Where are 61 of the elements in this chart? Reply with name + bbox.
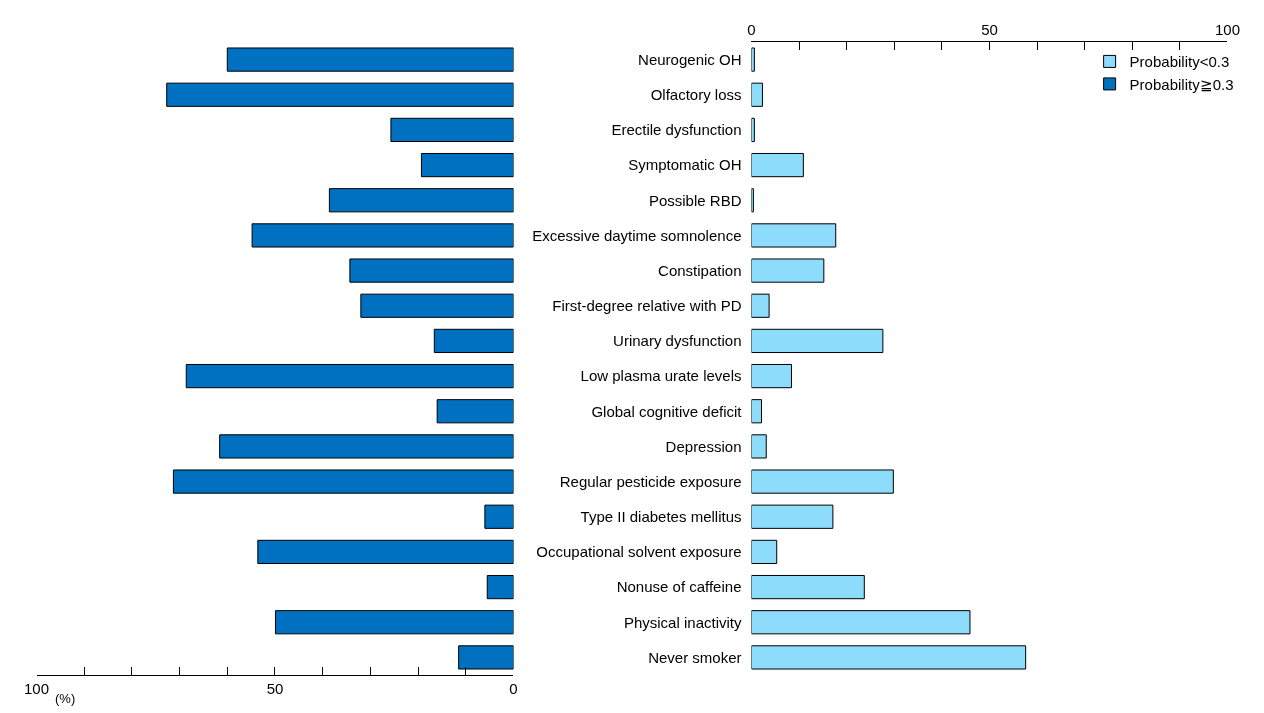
bar bbox=[484, 504, 514, 529]
bar bbox=[420, 152, 514, 178]
y-tick-label: Olfactory loss bbox=[650, 86, 742, 103]
y-tick-label: Regular pesticide exposure bbox=[559, 472, 742, 490]
bar bbox=[251, 223, 514, 248]
bar bbox=[751, 82, 763, 107]
x2-tick-label: 100 bbox=[1214, 21, 1241, 38]
bar bbox=[226, 47, 514, 72]
y-tick-label: Global cognitive deficit bbox=[591, 402, 743, 420]
y-tick-label: Never smoker bbox=[648, 648, 742, 666]
bar bbox=[436, 399, 514, 424]
y-tick-label: Occupational solvent exposure bbox=[536, 543, 742, 561]
y-tick-label: Type II diabetes mellitus bbox=[580, 508, 742, 525]
bar bbox=[751, 434, 767, 459]
bar bbox=[274, 610, 514, 635]
bar bbox=[751, 539, 778, 565]
x-tick-label: 100 bbox=[23, 680, 50, 697]
bar bbox=[360, 293, 514, 318]
y-tick-label: Physical inactivity bbox=[623, 613, 742, 631]
bar bbox=[328, 188, 514, 213]
legend-label: Probability≧0.3 bbox=[1129, 75, 1234, 93]
y-tick-label: Nonuse of caffeine bbox=[616, 578, 742, 596]
bar bbox=[751, 117, 755, 143]
bar bbox=[257, 539, 514, 565]
bar bbox=[751, 469, 894, 494]
bar bbox=[172, 469, 514, 494]
bar bbox=[349, 258, 514, 283]
bar bbox=[751, 610, 971, 635]
bar bbox=[433, 328, 514, 354]
bar bbox=[751, 399, 762, 424]
bar bbox=[166, 82, 514, 107]
y-tick-label: Neurogenic OH bbox=[638, 50, 742, 68]
bar bbox=[751, 328, 884, 354]
x-tick-label: 50 bbox=[266, 680, 284, 697]
bar bbox=[751, 363, 792, 389]
y-tick-label: Depression bbox=[665, 437, 742, 455]
y-tick-label: Low plasma urate levels bbox=[580, 367, 742, 385]
bar bbox=[751, 152, 804, 178]
bar bbox=[486, 574, 514, 600]
bar bbox=[751, 223, 837, 248]
bar bbox=[751, 47, 755, 72]
bar bbox=[185, 363, 514, 389]
x2-tick-label: 0 bbox=[747, 21, 756, 38]
y-tick-label: Erectile dysfunction bbox=[611, 121, 742, 139]
bar bbox=[390, 117, 514, 143]
bar bbox=[751, 258, 825, 283]
bar bbox=[219, 434, 514, 459]
legend-label: Probability<0.3 bbox=[1129, 53, 1230, 71]
bar bbox=[751, 574, 865, 600]
y-tick-label: Symptomatic OH bbox=[628, 156, 742, 174]
y-tick-label: Constipation bbox=[658, 261, 742, 279]
y-tick-label: Possible RBD bbox=[648, 191, 742, 209]
bar bbox=[751, 293, 770, 318]
x2-tick-label: 50 bbox=[981, 21, 998, 38]
x-axis-title: (%) bbox=[55, 691, 76, 706]
y-tick-label: First-degree relative with PD bbox=[552, 297, 742, 314]
y-tick-label: Excessive daytime somnolence bbox=[532, 226, 742, 244]
bar bbox=[751, 645, 1027, 670]
bar bbox=[751, 504, 834, 529]
x-tick-label: 0 bbox=[509, 680, 518, 697]
y-tick-label: Urinary dysfunction bbox=[613, 332, 742, 350]
